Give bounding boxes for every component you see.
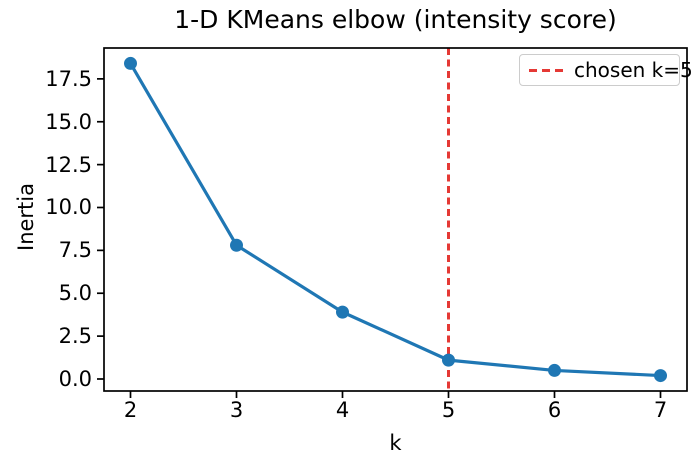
- x-tick-label: 5: [441, 398, 456, 422]
- y-tick-label: 10.0: [45, 195, 92, 220]
- data-point: [442, 353, 455, 367]
- data-point: [336, 305, 349, 319]
- y-tick-label: 12.5: [45, 152, 92, 177]
- y-tick-label: 2.5: [58, 324, 92, 349]
- data-point: [548, 363, 561, 377]
- y-tick-label: 0.0: [58, 366, 92, 391]
- x-tick-label: 3: [229, 398, 244, 422]
- x-tick-label: 4: [335, 398, 350, 422]
- x-tick-label: 7: [653, 398, 668, 422]
- y-tick-label: 17.5: [45, 66, 92, 91]
- legend: chosen k=5: [519, 54, 693, 86]
- data-point: [230, 238, 243, 252]
- series-line: [128, 61, 663, 378]
- chart-title: 1-D KMeans elbow (intensity score): [174, 5, 617, 34]
- y-tick-label: 15.0: [45, 109, 92, 134]
- data-point: [124, 56, 137, 70]
- y-tick-label: 7.5: [58, 238, 92, 263]
- y-tick-label: 5.0: [58, 281, 92, 306]
- legend-dashed-line-icon: [529, 68, 565, 72]
- data-point: [654, 369, 667, 383]
- x-tick-label: 2: [123, 398, 138, 422]
- legend-label: chosen k=5: [574, 58, 693, 82]
- x-tick-label: 6: [547, 398, 562, 422]
- x-axis-label: k: [389, 431, 402, 455]
- axes-frame: [103, 47, 688, 392]
